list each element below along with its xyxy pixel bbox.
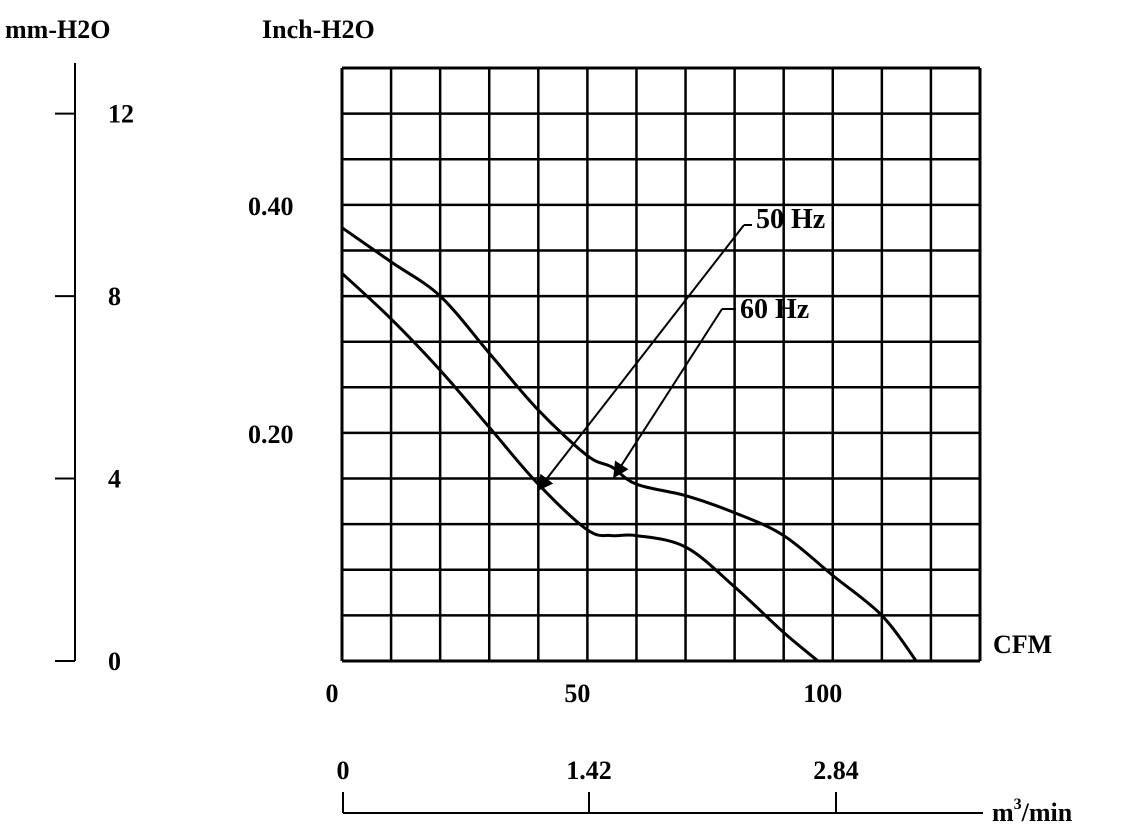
cfm-tick-label: 100 <box>803 679 842 708</box>
m3-min-axis-title: m3/min <box>992 796 1073 827</box>
cfm-tick-label: 50 <box>564 679 590 708</box>
mm-tick-label: 8 <box>108 282 121 311</box>
m3-tick-label: 0 <box>337 756 350 785</box>
plot-grid <box>340 66 982 663</box>
series-line-2 <box>340 272 819 663</box>
mm-tick-label: 12 <box>108 100 134 129</box>
inch-tick-label: 0.20 <box>248 420 294 449</box>
mm-h2o-scale: 12 8 4 0 <box>55 63 134 676</box>
cfm-tick-label: 0 <box>326 679 339 708</box>
m3-tick-label: 2.84 <box>813 756 859 785</box>
m3-min-scale: 0 1.42 2.84 <box>337 756 983 814</box>
mm-h2o-axis-title: mm-H2O <box>5 15 110 44</box>
cfm-ticks: 0 50 100 <box>326 679 843 708</box>
inch-h2o-ticks: 0.40 0.20 <box>248 192 294 449</box>
series-curves <box>340 226 918 663</box>
series-label-2: 60 Hz <box>740 294 809 325</box>
series-label-1: 50 Hz <box>756 204 825 235</box>
series-line-1 <box>341 226 918 662</box>
series-annotations: 50 Hz 60 Hz <box>537 204 825 492</box>
leader-arrow-2 <box>613 308 723 479</box>
mm-tick-label: 0 <box>108 647 121 676</box>
inch-tick-label: 0.40 <box>248 192 294 221</box>
inch-h2o-axis-title: Inch-H2O <box>262 15 375 44</box>
leader-arrow-1 <box>537 224 745 492</box>
m3-tick-label: 1.42 <box>566 756 612 785</box>
cfm-axis-title: CFM <box>993 630 1052 659</box>
mm-tick-label: 4 <box>108 465 121 494</box>
